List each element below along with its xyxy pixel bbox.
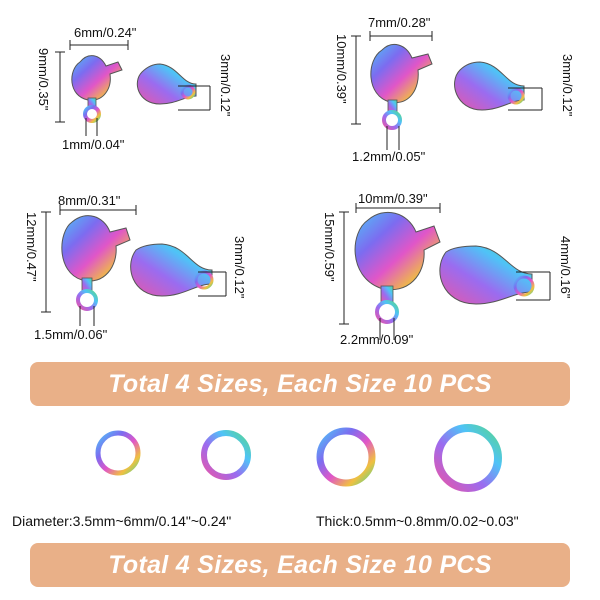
size-4-hole-label: 2.2mm/0.09": [340, 332, 414, 347]
size-3-thick-label: 3mm/0.12": [232, 236, 247, 299]
clasp-side-size-2: [454, 61, 525, 111]
jump-ring-3: [316, 427, 376, 487]
clasp-front-size-2: [370, 43, 433, 130]
size-4-height-label: 15mm/0.59": [322, 212, 337, 282]
clasp-front-size-4: [354, 211, 441, 324]
jump-ring-1: [95, 430, 141, 476]
size-3-height-label: 12mm/0.47": [24, 212, 39, 282]
size-2-thick-label: 3mm/0.12": [560, 54, 575, 117]
size-1-width-label: 6mm/0.24": [74, 25, 137, 40]
jump-ring-4: [434, 424, 502, 492]
dimension-lines-size-3: [41, 205, 227, 326]
ring-diameter-label: Diameter:3.5mm~6mm/0.14"~0.24": [12, 513, 232, 529]
size-2-height-label: 10mm/0.39": [334, 34, 349, 104]
jump-rings: [95, 424, 502, 492]
clasp-side-size-4: [439, 245, 535, 305]
size-2-hole-label: 1.2mm/0.05": [352, 149, 426, 164]
dimension-lines-size-4: [339, 203, 551, 340]
size-2-width-label: 7mm/0.28": [368, 15, 431, 30]
banner-top-text: Total 4 Sizes, Each Size 10 PCS: [108, 369, 492, 398]
clasp-side-size-1: [137, 63, 197, 105]
size-1-thick-label: 3mm/0.12": [218, 54, 233, 117]
banner-bottom-text: Total 4 Sizes, Each Size 10 PCS: [108, 550, 492, 579]
size-1-height-label: 9mm/0.35": [36, 48, 51, 111]
size-1-hole-label: 1mm/0.04": [62, 137, 125, 152]
dimension-lines-size-2: [351, 31, 543, 150]
banner-bottom: Total 4 Sizes, Each Size 10 PCS: [30, 543, 570, 587]
size-4-width-label: 10mm/0.39": [358, 191, 428, 206]
ring-thick-label: Thick:0.5mm~0.8mm/0.02~0.03": [316, 513, 519, 529]
clasp-front-size-3: [61, 215, 131, 311]
clasp-side-size-3: [130, 243, 214, 297]
size-4-thick-label: 4mm/0.16": [558, 236, 573, 299]
clasp-front-size-1: [71, 55, 123, 123]
banner-top: Total 4 Sizes, Each Size 10 PCS: [30, 362, 570, 406]
dimension-lines-size-1: [55, 40, 211, 136]
size-3-width-label: 8mm/0.31": [58, 193, 121, 208]
size-3-hole-label: 1.5mm/0.06": [34, 327, 108, 342]
jump-ring-2: [201, 430, 251, 480]
